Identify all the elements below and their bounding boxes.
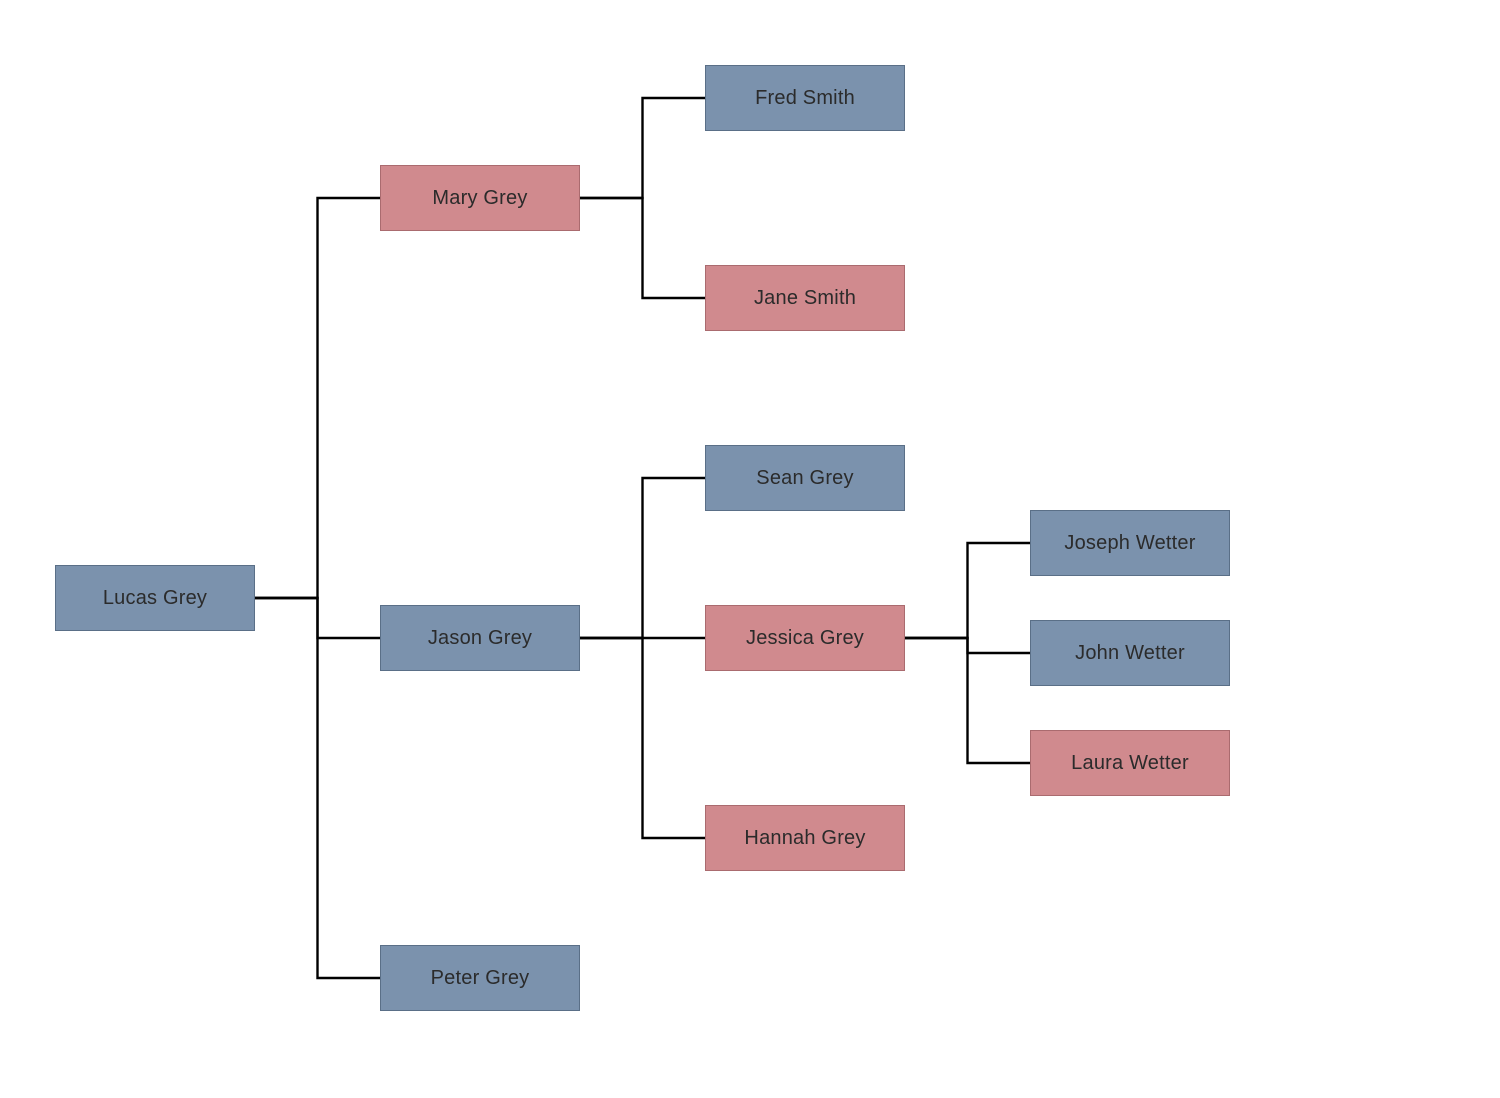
node-jane: Jane Smith	[705, 265, 905, 331]
edge-jessica-joseph	[905, 543, 1030, 638]
edge-mary-fred	[580, 98, 705, 198]
node-joseph: Joseph Wetter	[1030, 510, 1230, 576]
node-lucas: Lucas Grey	[55, 565, 255, 631]
node-john: John Wetter	[1030, 620, 1230, 686]
node-mary: Mary Grey	[380, 165, 580, 231]
edge-jessica-laura	[905, 638, 1030, 763]
node-peter: Peter Grey	[380, 945, 580, 1011]
edge-jason-sean	[580, 478, 705, 638]
edge-lucas-mary	[255, 198, 380, 598]
edge-lucas-peter	[255, 598, 380, 978]
edge-jason-hannah	[580, 638, 705, 838]
node-jessica: Jessica Grey	[705, 605, 905, 671]
edge-layer	[0, 0, 1500, 1098]
node-hannah: Hannah Grey	[705, 805, 905, 871]
node-sean: Sean Grey	[705, 445, 905, 511]
node-laura: Laura Wetter	[1030, 730, 1230, 796]
node-jason: Jason Grey	[380, 605, 580, 671]
node-fred: Fred Smith	[705, 65, 905, 131]
family-tree-diagram: Lucas Grey Mary Grey Jason Grey Peter Grey F…	[0, 0, 1500, 1098]
edge-mary-jane	[580, 198, 705, 298]
